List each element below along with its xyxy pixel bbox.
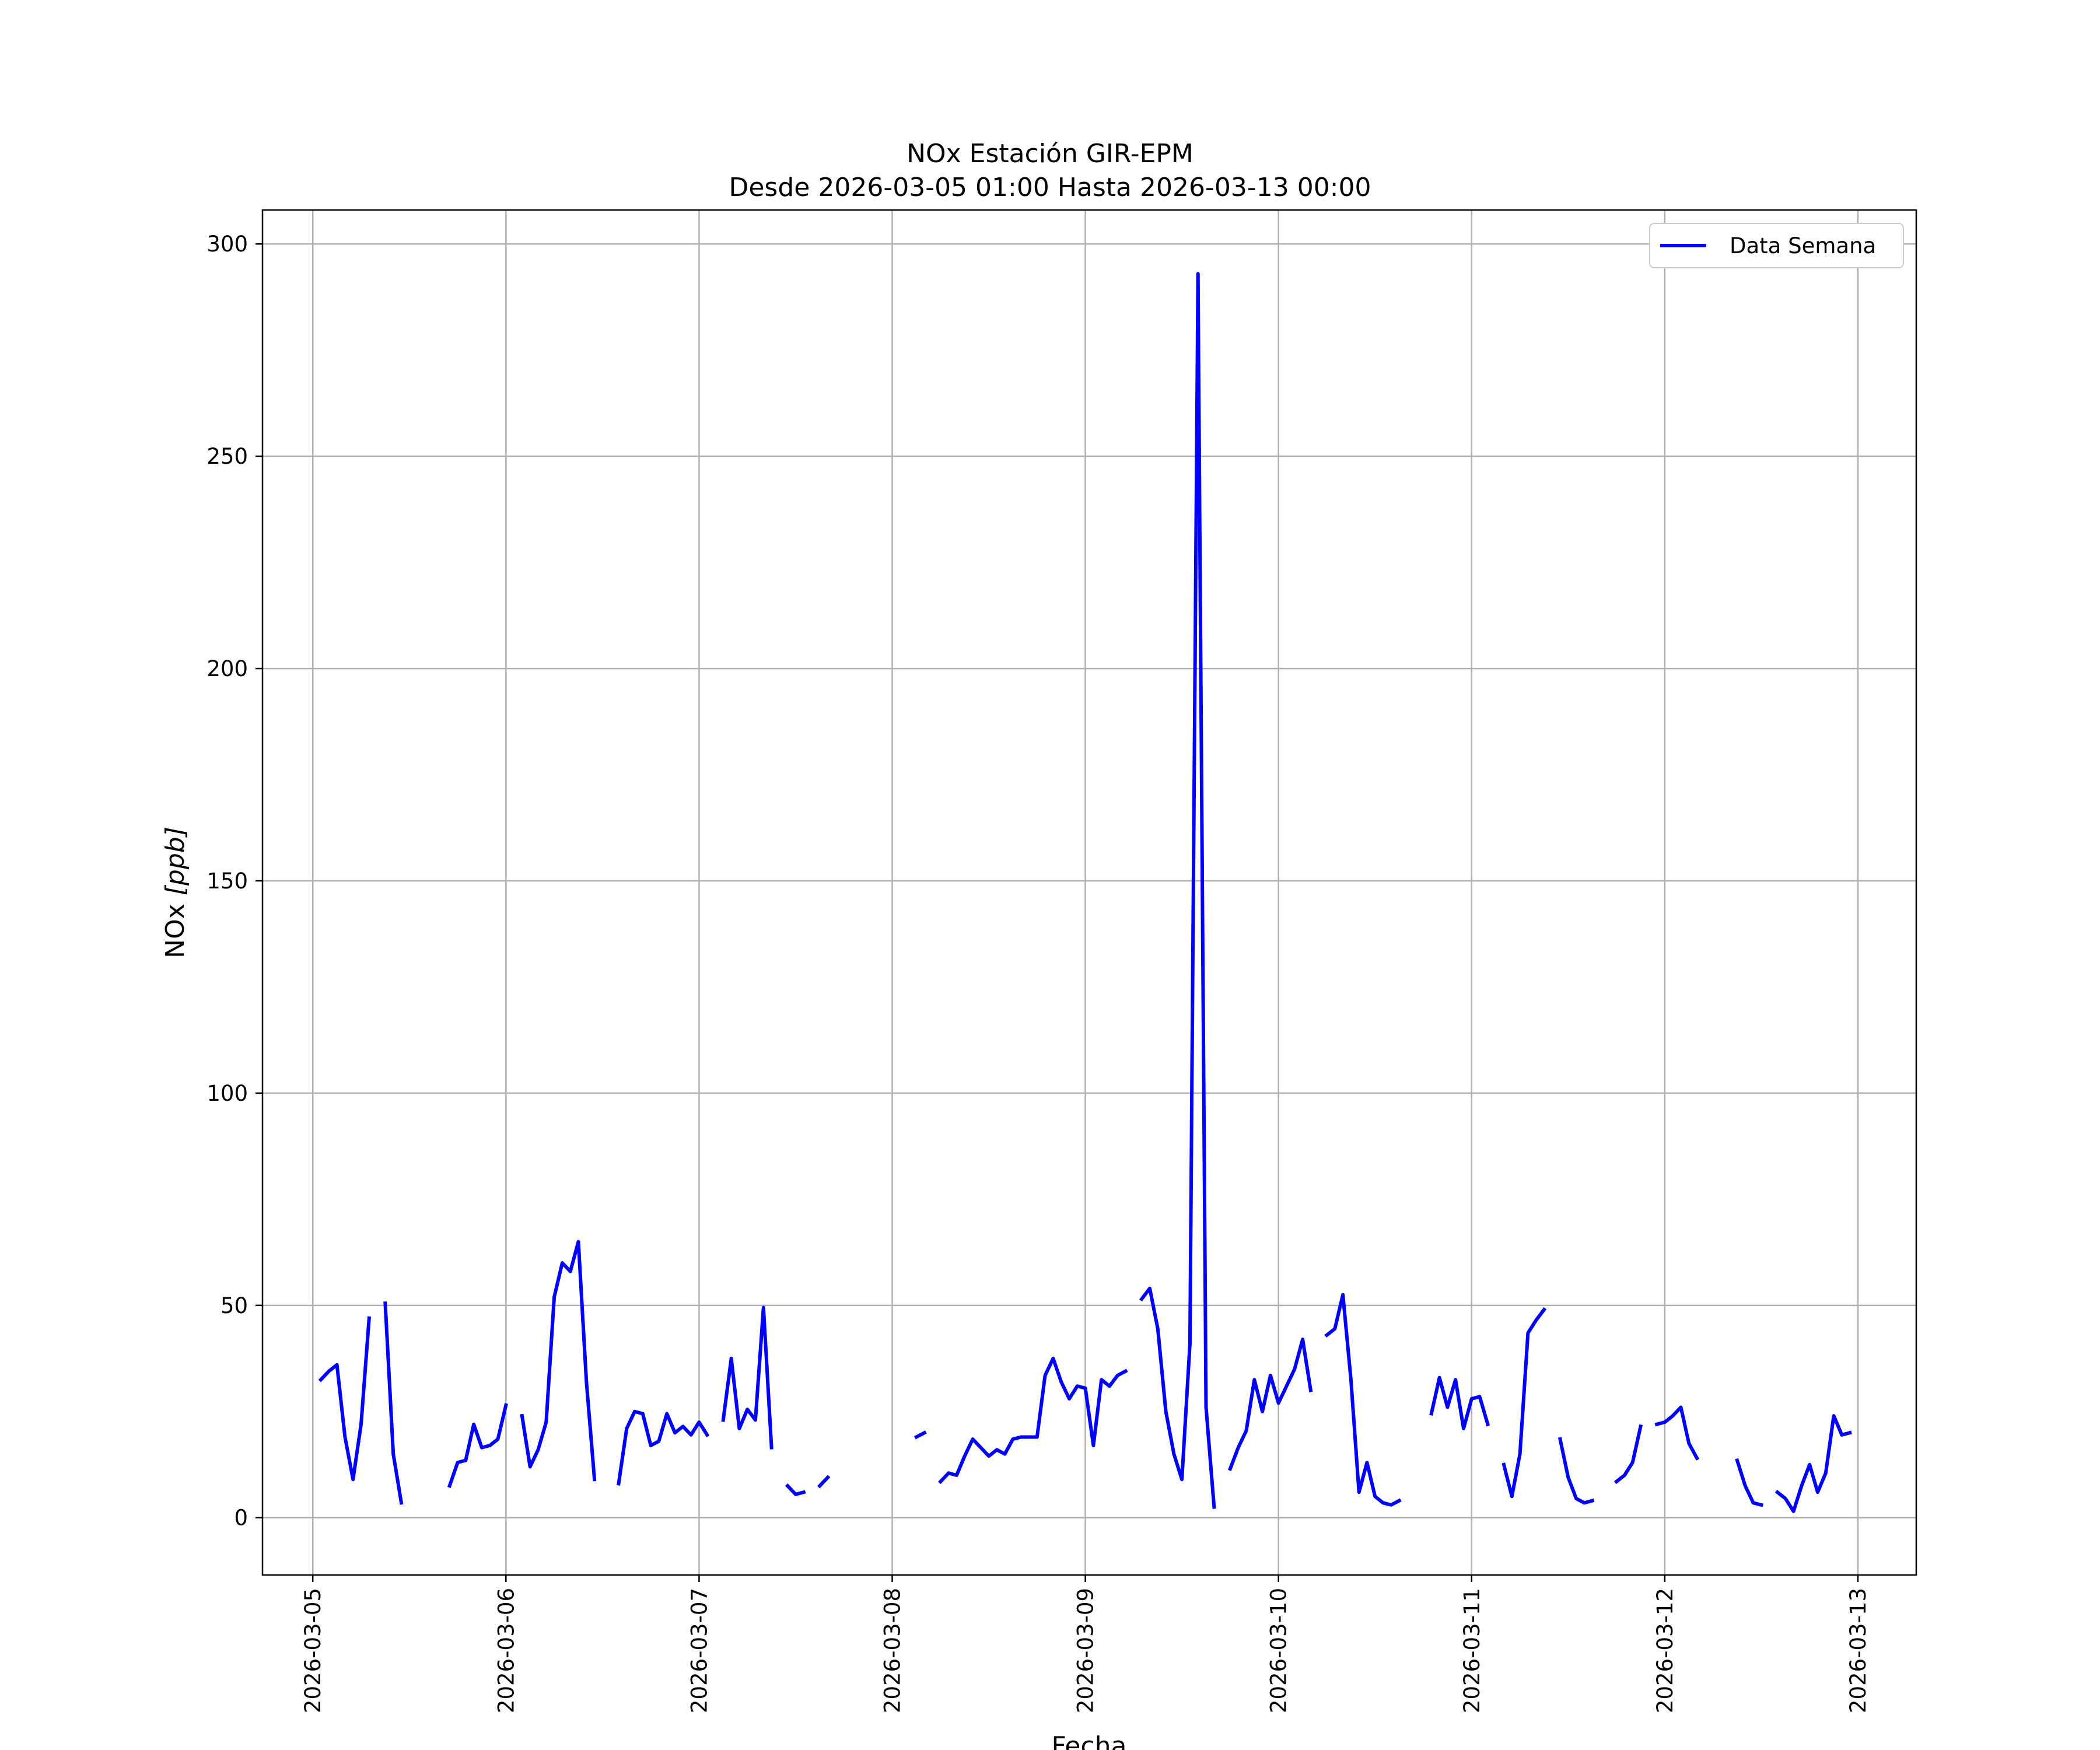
series-segment (914, 1430, 927, 1440)
x-axis-label: Fecha (1051, 1731, 1126, 1750)
series-segment (1228, 1338, 1313, 1471)
x-tick-label: 2026-03-13 (1846, 1588, 1871, 1713)
y-axis-label-unit: [ppb] (160, 827, 190, 895)
y-tick-label: 150 (206, 869, 248, 894)
x-axis-ticks: 2026-03-05 2026-03-06 2026-03-07 2026-03-08… (300, 1575, 1871, 1713)
series-segment (1429, 1376, 1490, 1430)
series-segment (1502, 1307, 1547, 1499)
x-tick-label: 2026-03-06 (494, 1588, 519, 1713)
series-segment (1735, 1458, 1764, 1507)
series-segment (318, 1316, 372, 1482)
series-segment (617, 1409, 710, 1486)
series-segment (447, 1403, 508, 1489)
legend-label: Data Semana (1730, 233, 1876, 258)
series-segment (1558, 1437, 1595, 1505)
y-tick-label: 250 (206, 444, 248, 469)
y-axis-ticks: 0 50 100 150 200 250 300 (206, 232, 262, 1531)
grid-lines (262, 210, 1916, 1575)
y-axis-label: NOx [ppb] (160, 827, 190, 958)
series-segment (721, 1306, 774, 1450)
series-segment (785, 1483, 806, 1496)
series-segment (817, 1475, 831, 1489)
legend-box (1649, 223, 1904, 268)
y-tick-label: 300 (206, 232, 248, 257)
series-segment (1654, 1405, 1700, 1461)
legend: Data Semana (1649, 223, 1904, 268)
series-segment (1774, 1414, 1852, 1513)
plot-frame (261, 209, 1917, 1576)
x-tick-label: 2026-03-08 (880, 1588, 905, 1713)
y-tick-label: 50 (220, 1293, 248, 1318)
x-tick-label: 2026-03-11 (1460, 1588, 1485, 1713)
x-tick-label: 2026-03-12 (1653, 1588, 1678, 1713)
y-tick-label: 200 (206, 656, 248, 681)
chart-title: NOx Estación GIR-EPM (907, 139, 1194, 169)
x-tick-label: 2026-03-10 (1266, 1588, 1292, 1713)
series-segment (520, 1240, 597, 1482)
series-segment (383, 1301, 404, 1505)
series-segment (938, 1356, 1128, 1485)
series-segment (1139, 272, 1216, 1509)
chart-subtitle: Desde 2026-03-05 01:00 Hasta 2026-03-13 … (729, 173, 1371, 202)
x-tick-label: 2026-03-09 (1073, 1588, 1098, 1713)
series-segment (1614, 1424, 1643, 1485)
series-segment (1324, 1293, 1402, 1507)
y-tick-label: 0 (234, 1506, 248, 1531)
x-tick-label: 2026-03-05 (300, 1588, 326, 1713)
data-series-lines (318, 272, 1852, 1513)
y-axis-label-main: NOx (160, 895, 190, 958)
y-tick-label: 100 (206, 1081, 248, 1106)
x-tick-label: 2026-03-07 (687, 1588, 712, 1713)
